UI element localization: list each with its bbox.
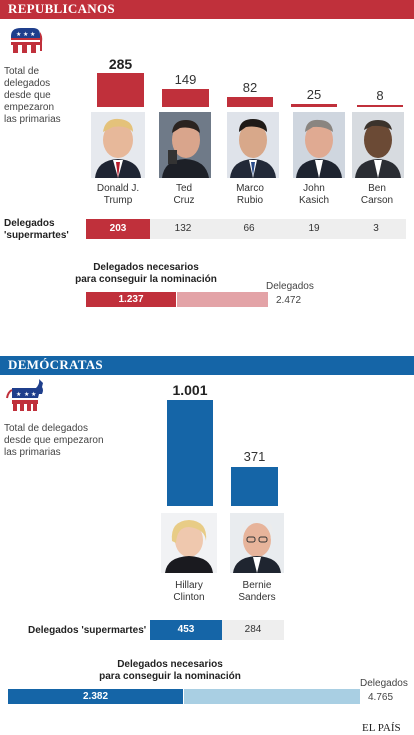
rubio-photo xyxy=(227,112,279,178)
supermartes-cell: 284 xyxy=(222,620,284,640)
supermartes-label-line: Delegados xyxy=(4,218,55,229)
supermartes-cell: 66 xyxy=(243,223,255,234)
supermartes-cell: 3 xyxy=(373,223,379,234)
delegate-bar xyxy=(162,89,209,107)
name-line: John xyxy=(303,183,325,194)
supermartes-label-line: 'supermartes' xyxy=(4,230,69,241)
name-line: Marco xyxy=(236,183,264,194)
rep-intro-line: desde que xyxy=(4,90,51,101)
svg-text:★: ★ xyxy=(16,391,21,398)
name-line: Sanders xyxy=(238,592,276,603)
democratas-title: DEMÓCRATAS xyxy=(8,357,103,372)
rep-supermartes-label: Delegados 'supermartes' xyxy=(4,218,69,242)
delegate-bar xyxy=(97,73,144,107)
delegate-bar xyxy=(231,467,278,506)
rep-supermartes-row xyxy=(86,219,406,239)
republicanos-title: REPUBLICANOS xyxy=(8,1,115,16)
candidate-name: Hillary Clinton xyxy=(156,580,222,604)
delegate-bar xyxy=(227,97,273,107)
delegate-value: 285 xyxy=(108,56,133,72)
delegate-value: 1.001 xyxy=(172,382,208,398)
delegate-bar xyxy=(167,400,213,506)
candidate-name: Marco Rubio xyxy=(217,183,283,207)
republicanos-header: REPUBLICANOS xyxy=(0,0,414,19)
carson-photo xyxy=(352,112,404,178)
rep-intro-line: Total de xyxy=(4,66,40,77)
needed-title-line: para conseguir la nominación xyxy=(99,671,241,682)
name-line: Kasich xyxy=(298,195,329,206)
delegate-value: 149 xyxy=(174,72,197,87)
delegate-value: 371 xyxy=(243,449,266,464)
kasich-photo xyxy=(293,112,345,178)
candidate-name: John Kasich xyxy=(283,183,345,207)
rep-total-label: Delegados xyxy=(266,281,314,292)
democratas-header: DEMÓCRATAS xyxy=(0,356,414,375)
name-line: Rubio xyxy=(236,195,264,206)
dem-intro-line: las primarias xyxy=(4,447,61,458)
candidate-name: Donald J. Trump xyxy=(84,183,152,207)
delegate-bar xyxy=(291,104,337,107)
donkey-icon: ★ ★ ★ xyxy=(6,379,43,411)
dem-total-label: Delegados xyxy=(360,678,408,689)
rep-intro-line: delegados xyxy=(4,78,51,89)
rep-intro-line: las primarias xyxy=(4,114,61,125)
supermartes-cell: 203 xyxy=(86,219,150,239)
name-line: Ted xyxy=(175,183,193,194)
supermartes-cell: 453 xyxy=(150,620,222,640)
sanders-photo xyxy=(230,513,284,573)
needed-title-line: para conseguir la nominación xyxy=(75,274,217,285)
name-line: Trump xyxy=(103,195,133,206)
svg-text:★: ★ xyxy=(24,391,29,398)
svg-text:★: ★ xyxy=(30,31,35,38)
source-label: EL PAÍS xyxy=(362,722,401,734)
needed-delegates-bar: 1.237 xyxy=(86,292,177,307)
rep-intro-text: Total de delegados desde que empezaron l… xyxy=(4,66,84,126)
clinton-photo xyxy=(161,513,217,573)
dem-intro-line: Total de delegados xyxy=(4,423,88,434)
name-line: Hillary xyxy=(175,580,203,591)
name-line: Clinton xyxy=(173,592,205,603)
rep-total-value: 2.472 xyxy=(276,295,302,306)
rep-intro-line: empezaron xyxy=(4,102,55,113)
svg-text:★: ★ xyxy=(23,31,28,38)
supermartes-cell: 19 xyxy=(308,223,320,234)
rep-needed-title: Delegados necesarios para conseguir la n… xyxy=(56,262,236,286)
candidate-name: Bernie Sanders xyxy=(224,580,290,604)
dem-intro-text: Total de delegados desde que empezaron l… xyxy=(4,423,104,459)
delegate-value: 25 xyxy=(306,87,322,102)
name-line: Cruz xyxy=(173,195,195,206)
name-line: Donald J. xyxy=(96,183,140,194)
dem-needed-title: Delegados necesarios para conseguir la n… xyxy=(80,659,260,683)
needed-delegates-bar: 2.382 xyxy=(8,689,184,704)
name-line: Ben xyxy=(368,183,386,194)
dem-total-value: 4.765 xyxy=(368,692,394,703)
candidate-name: Ben Carson xyxy=(346,183,408,207)
delegate-value: 8 xyxy=(376,88,384,103)
needed-title-line: Delegados necesarios xyxy=(117,659,223,670)
trump-photo xyxy=(91,112,145,178)
cruz-photo xyxy=(159,112,211,178)
candidate-name: Ted Cruz xyxy=(151,183,217,207)
name-line: Carson xyxy=(360,195,394,206)
elephant-icon: ★ ★ ★ xyxy=(11,28,43,53)
dem-supermartes-label: Delegados 'supermartes' xyxy=(28,625,147,636)
needed-title-line: Delegados necesarios xyxy=(93,262,199,273)
dem-intro-line: desde que empezaron xyxy=(4,435,104,446)
svg-text:★: ★ xyxy=(31,391,36,398)
supermartes-cell: 132 xyxy=(174,223,192,234)
name-line: Bernie xyxy=(242,580,272,591)
svg-text:★: ★ xyxy=(16,31,21,38)
delegate-value: 82 xyxy=(242,80,258,95)
delegate-bar xyxy=(357,105,403,107)
